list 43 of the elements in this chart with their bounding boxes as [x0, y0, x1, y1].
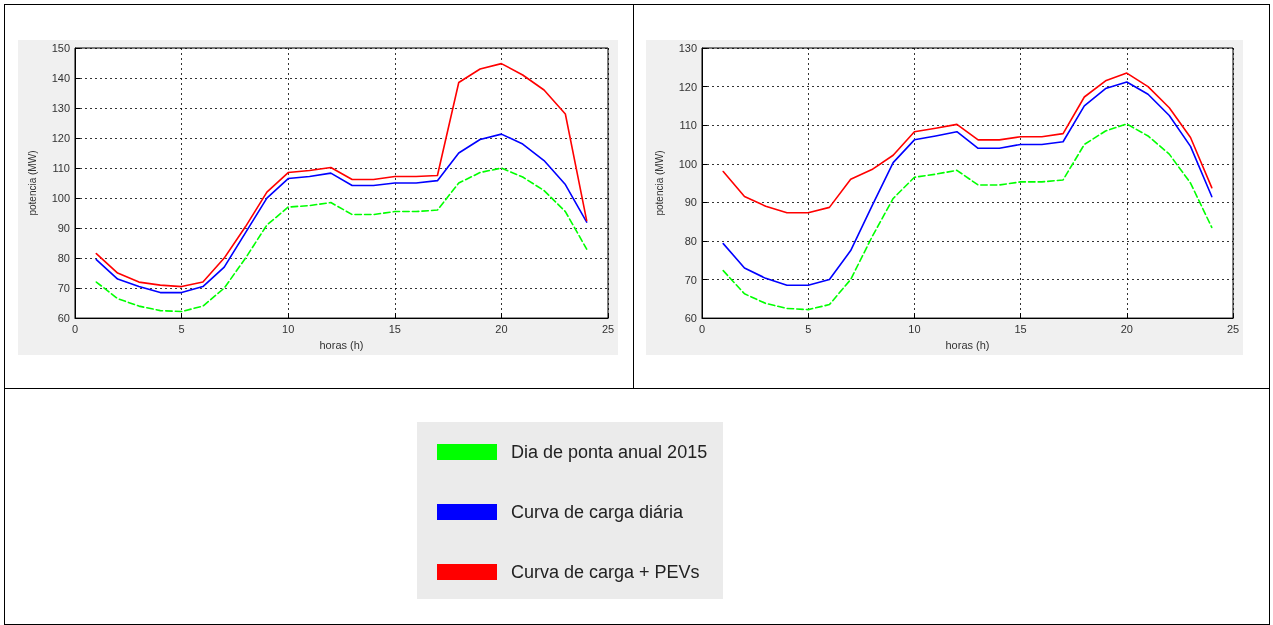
- legend-label: Curva de carga + PEVs: [511, 561, 700, 583]
- y-tick-label: 100: [678, 157, 697, 170]
- legend-label: Curva de carga diária: [511, 501, 684, 523]
- x-tick-label: 15: [1014, 322, 1027, 335]
- y-tick-label: 150: [51, 42, 70, 54]
- y-tick-label: 130: [678, 42, 697, 54]
- y-tick-label: 120: [678, 80, 697, 93]
- x-tick-label: 0: [71, 322, 79, 335]
- y-tick-label: 100: [51, 192, 70, 205]
- y-tick-label: 90: [684, 196, 697, 209]
- y-axis-title: potencia (MW): [26, 150, 38, 216]
- y-tick-label: 90: [57, 222, 70, 235]
- x-tick-label: 15: [388, 322, 401, 335]
- x-tick-label: 25: [1226, 322, 1240, 335]
- y-tick-label: 60: [684, 312, 697, 325]
- legend-label: Dia de ponta anual 2015: [511, 441, 708, 463]
- line-series: [95, 62, 588, 288]
- y-tick-label: 120: [51, 132, 70, 145]
- x-axis-title: horas (h): [319, 338, 364, 351]
- y-tick-label: 110: [52, 162, 70, 175]
- x-tick-label: 10: [282, 322, 295, 335]
- x-axis-title: horas (h): [945, 338, 990, 351]
- line-series: [95, 133, 588, 294]
- y-tick-label: 70: [57, 282, 70, 295]
- line-series: [722, 72, 1213, 214]
- y-tick-label: 130: [51, 102, 70, 115]
- x-tick-label: 25: [601, 322, 615, 335]
- x-tick-label: 0: [698, 322, 706, 335]
- y-axis-title: potencia (MW): [653, 150, 665, 216]
- y-tick-label: 70: [684, 273, 697, 286]
- y-tick-label: 140: [51, 72, 70, 85]
- x-tick-label: 5: [178, 322, 185, 335]
- line-series: [95, 167, 588, 313]
- y-tick-label: 80: [684, 234, 697, 247]
- line-series: [722, 81, 1213, 287]
- x-tick-label: 10: [908, 322, 921, 335]
- y-tick-label: 60: [57, 312, 70, 325]
- y-tick-label: 110: [679, 119, 697, 132]
- x-tick-label: 20: [1120, 322, 1133, 335]
- x-tick-label: 20: [495, 322, 508, 335]
- y-tick-label: 80: [57, 252, 70, 265]
- line-series: [722, 123, 1213, 311]
- x-tick-label: 5: [805, 322, 812, 335]
